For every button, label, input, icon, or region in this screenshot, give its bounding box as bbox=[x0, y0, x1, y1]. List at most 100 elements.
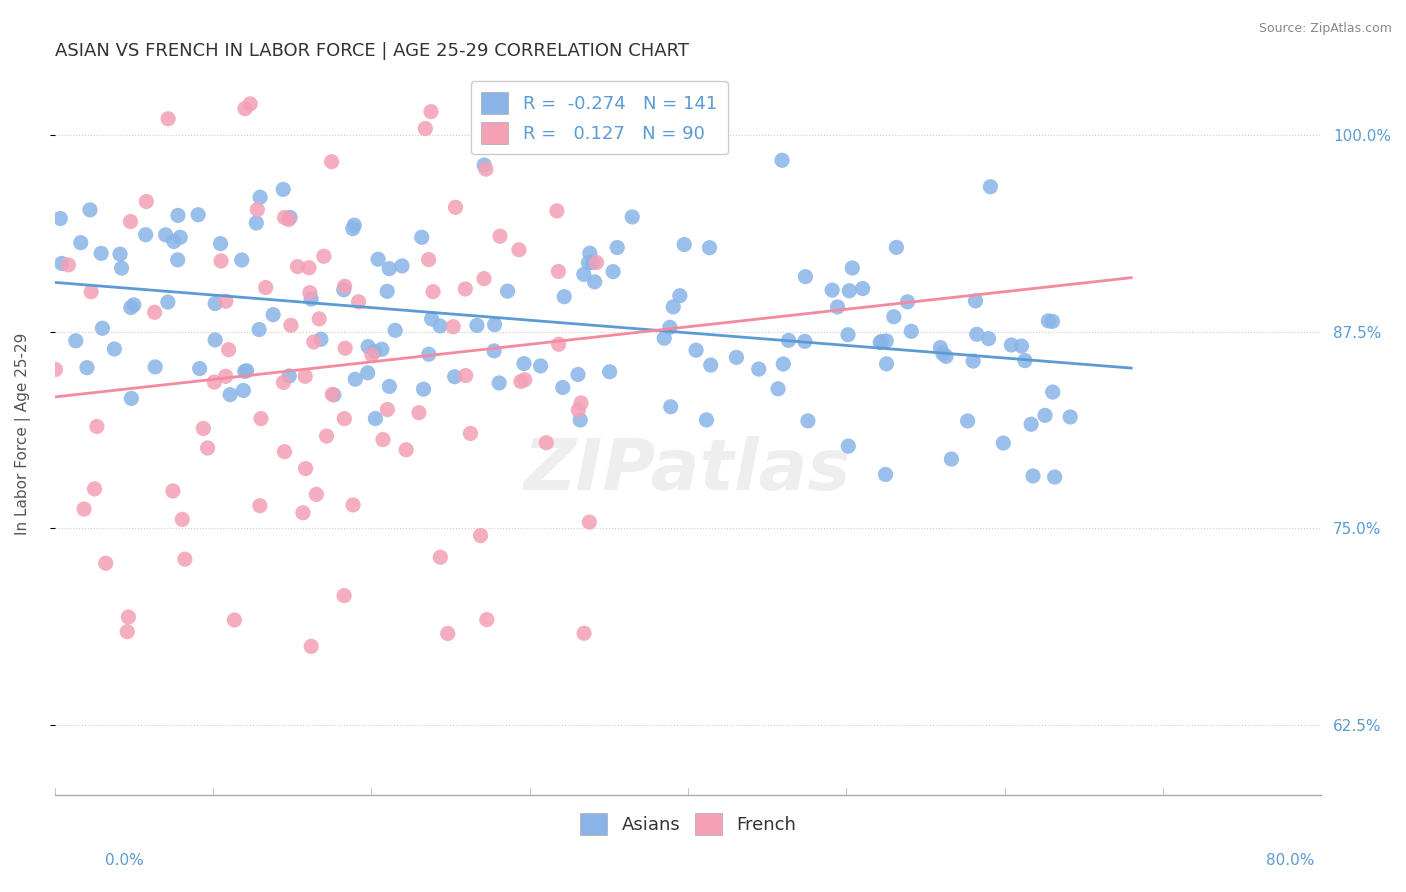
Point bbox=[454, 368, 477, 383]
Point bbox=[475, 613, 498, 627]
Point bbox=[429, 550, 451, 565]
Point bbox=[766, 382, 789, 396]
Point bbox=[174, 552, 197, 566]
Point bbox=[652, 331, 675, 345]
Point bbox=[659, 400, 682, 414]
Point bbox=[553, 290, 575, 304]
Point bbox=[76, 360, 98, 375]
Point bbox=[204, 333, 226, 347]
Point bbox=[578, 246, 600, 260]
Point bbox=[378, 379, 401, 393]
Point bbox=[876, 357, 898, 371]
Point bbox=[662, 300, 685, 314]
Point bbox=[599, 365, 621, 379]
Point bbox=[231, 252, 253, 267]
Point bbox=[271, 182, 294, 196]
Point bbox=[155, 227, 177, 242]
Point bbox=[454, 282, 477, 296]
Point bbox=[837, 327, 859, 342]
Point bbox=[333, 341, 356, 355]
Point bbox=[1000, 338, 1022, 352]
Point bbox=[509, 375, 531, 389]
Point bbox=[547, 337, 569, 351]
Point bbox=[309, 332, 332, 346]
Point bbox=[875, 467, 897, 482]
Point bbox=[929, 341, 952, 355]
Point bbox=[239, 96, 262, 111]
Point bbox=[90, 246, 112, 260]
Point bbox=[472, 158, 495, 172]
Point bbox=[188, 361, 211, 376]
Point bbox=[606, 240, 628, 254]
Point bbox=[966, 327, 988, 342]
Point bbox=[187, 208, 209, 222]
Point bbox=[103, 342, 125, 356]
Point bbox=[333, 279, 356, 293]
Point bbox=[302, 334, 325, 349]
Point bbox=[1033, 409, 1056, 423]
Point bbox=[496, 284, 519, 298]
Point bbox=[488, 376, 510, 390]
Point bbox=[215, 294, 238, 309]
Point bbox=[344, 372, 367, 386]
Point bbox=[371, 343, 394, 357]
Point bbox=[273, 376, 295, 390]
Point bbox=[420, 312, 443, 326]
Point bbox=[299, 640, 322, 654]
Point bbox=[443, 369, 465, 384]
Point bbox=[157, 112, 180, 126]
Point bbox=[156, 295, 179, 310]
Point bbox=[883, 310, 905, 324]
Point bbox=[322, 388, 344, 402]
Text: ZIPatlas: ZIPatlas bbox=[524, 435, 852, 505]
Point bbox=[797, 414, 820, 428]
Point bbox=[793, 334, 815, 349]
Point bbox=[321, 154, 343, 169]
Point bbox=[91, 321, 114, 335]
Point bbox=[699, 241, 721, 255]
Point bbox=[941, 452, 963, 467]
Point bbox=[408, 406, 430, 420]
Point bbox=[420, 104, 443, 119]
Point bbox=[669, 288, 692, 302]
Text: ASIAN VS FRENCH IN LABOR FORCE | AGE 25-29 CORRELATION CHART: ASIAN VS FRENCH IN LABOR FORCE | AGE 25-… bbox=[55, 42, 689, 60]
Point bbox=[536, 435, 558, 450]
Point bbox=[658, 320, 681, 334]
Point bbox=[377, 402, 399, 417]
Point bbox=[1038, 314, 1060, 328]
Point bbox=[357, 340, 380, 354]
Point bbox=[232, 384, 254, 398]
Point bbox=[361, 348, 384, 362]
Point bbox=[122, 298, 145, 312]
Point bbox=[583, 275, 606, 289]
Point bbox=[110, 261, 132, 276]
Point bbox=[673, 237, 696, 252]
Point bbox=[86, 419, 108, 434]
Point bbox=[280, 318, 302, 333]
Point bbox=[143, 305, 166, 319]
Point bbox=[287, 260, 309, 274]
Point bbox=[418, 347, 440, 361]
Point bbox=[245, 216, 267, 230]
Point bbox=[298, 285, 321, 300]
Point bbox=[44, 362, 66, 376]
Point bbox=[321, 387, 343, 401]
Point bbox=[120, 392, 142, 406]
Point bbox=[197, 441, 219, 455]
Point bbox=[415, 121, 437, 136]
Point bbox=[204, 296, 226, 310]
Point bbox=[378, 261, 401, 276]
Text: 80.0%: 80.0% bbox=[1267, 854, 1315, 868]
Point bbox=[235, 364, 257, 378]
Point bbox=[69, 235, 91, 250]
Point bbox=[332, 283, 354, 297]
Point bbox=[218, 343, 240, 357]
Point bbox=[418, 252, 440, 267]
Point bbox=[333, 589, 356, 603]
Point bbox=[956, 414, 979, 428]
Point bbox=[162, 483, 184, 498]
Point bbox=[298, 260, 321, 275]
Point bbox=[1059, 409, 1081, 424]
Point bbox=[482, 343, 505, 358]
Point bbox=[117, 610, 139, 624]
